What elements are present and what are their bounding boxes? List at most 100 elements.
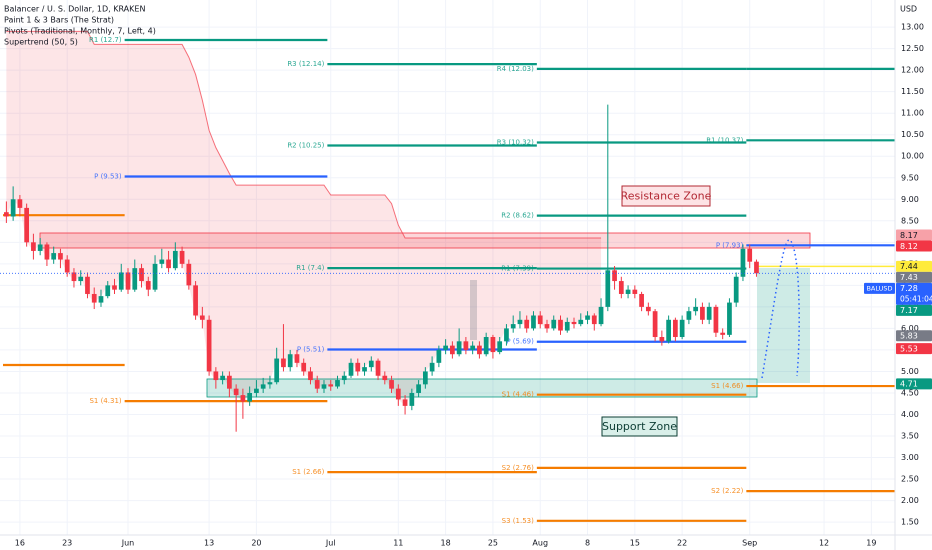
candle-body [233,388,239,396]
candle-body [679,319,685,338]
candle-body [693,306,699,312]
candle-body [220,375,225,381]
candle-body [58,253,63,260]
price-label: 7.44 [900,262,918,271]
axis-labels: 1.502.002.503.003.504.004.505.005.506.00… [15,23,932,548]
y-tick-label: 2.00 [901,496,919,505]
candle-body [78,276,84,282]
candle-body [199,315,205,320]
symbol-label: BALUSD [866,285,892,293]
candle-body [605,270,611,307]
candle-body [51,253,57,260]
candle-body [37,244,43,251]
candle-body [720,332,726,335]
y-tick-label: 5.00 [901,367,919,376]
x-tick-label: 11 [393,539,403,548]
candle-body [727,302,732,335]
candle-body [172,250,178,269]
pivot-label: R3 (12.14) [287,60,324,68]
price-label-box [896,378,932,390]
y-tick-label: 9.00 [901,195,919,204]
candle-body [375,360,381,376]
pivot-label: S2 (2.76) [502,464,534,472]
candle-body [537,315,543,325]
x-tick-label: 15 [630,539,640,548]
candle-body [747,248,753,262]
candle-body [395,388,401,400]
candle-body [64,259,70,273]
indicator-legend: Paint 1 & 3 Bars (The Strat) [4,16,114,25]
y-tick-label: 11.50 [901,87,924,96]
candle-body [112,285,117,290]
candle-body [740,248,746,277]
candle-body [558,319,563,331]
candle-body [240,395,246,402]
x-tick-label: Jul [325,539,336,548]
price-label-box [896,304,932,316]
candle-body [281,358,286,368]
price-label: 7.17 [900,306,918,315]
indicator-legend: Supertrend (50, 5) [4,38,78,47]
candle-body [706,306,712,320]
candle-body [247,392,253,402]
candle-body [754,261,759,274]
candle-body [227,375,232,389]
x-tick-label: 19 [866,539,876,548]
x-tick-label: Sep [742,539,757,548]
candle-body [402,399,408,406]
candle-body [673,319,678,338]
pivots: R1 (12.7) P (9.53) S1 (4.31) R3 (12.14) R2 (… [3,36,895,525]
price-label-box [896,260,932,272]
price-label-box [896,282,932,305]
candle-body [159,259,165,264]
candle-body [308,371,313,381]
candle-body [260,384,266,389]
y-tick-label: 1.50 [901,518,919,527]
candle-body [544,324,550,329]
candle-body [267,382,273,385]
candle-body [382,375,388,381]
candle-body [328,384,334,387]
candle-body [652,311,658,338]
pivot-label: P (7.93) [716,241,744,249]
candle-body [422,371,428,385]
price-label: 7.28 [900,284,918,293]
position-tool [757,268,810,383]
candle-body [335,380,340,387]
y-tick-label: 10.50 [901,130,924,139]
resistance-label: Resistance Zone [621,190,712,203]
x-tick-label: 22 [677,539,687,548]
price-label-box [896,330,932,342]
candle-body [274,358,280,383]
y-tick-label: 10.00 [901,152,924,161]
candle-body [44,244,50,260]
time-axis [0,535,932,550]
candle-body [31,242,36,251]
candle-body [463,341,469,350]
candle-body [139,268,144,282]
candle-body [470,345,476,350]
candle-body [598,306,604,325]
candle-body [17,199,23,208]
supertrend-area [6,30,602,406]
price-label-box [896,240,932,252]
candle-body [700,306,705,320]
candle-body [436,349,442,363]
candle-body [591,315,597,325]
candle-body [98,296,104,303]
projection-curve [761,239,800,379]
candle-body [483,337,489,355]
x-tick-label: 18 [441,539,451,548]
pivot-label: R1 (7.4) [296,264,324,272]
price-label-box [896,229,932,241]
y-tick-label: 4.00 [901,410,919,419]
candle-body [355,362,361,372]
candle-body [348,362,354,376]
candle-body [531,315,536,329]
candle-body [341,375,347,381]
x-tick-label: 12 [819,539,829,548]
candle-body [618,281,624,294]
candle-body [564,321,570,331]
x-tick-label: 13 [204,539,214,548]
